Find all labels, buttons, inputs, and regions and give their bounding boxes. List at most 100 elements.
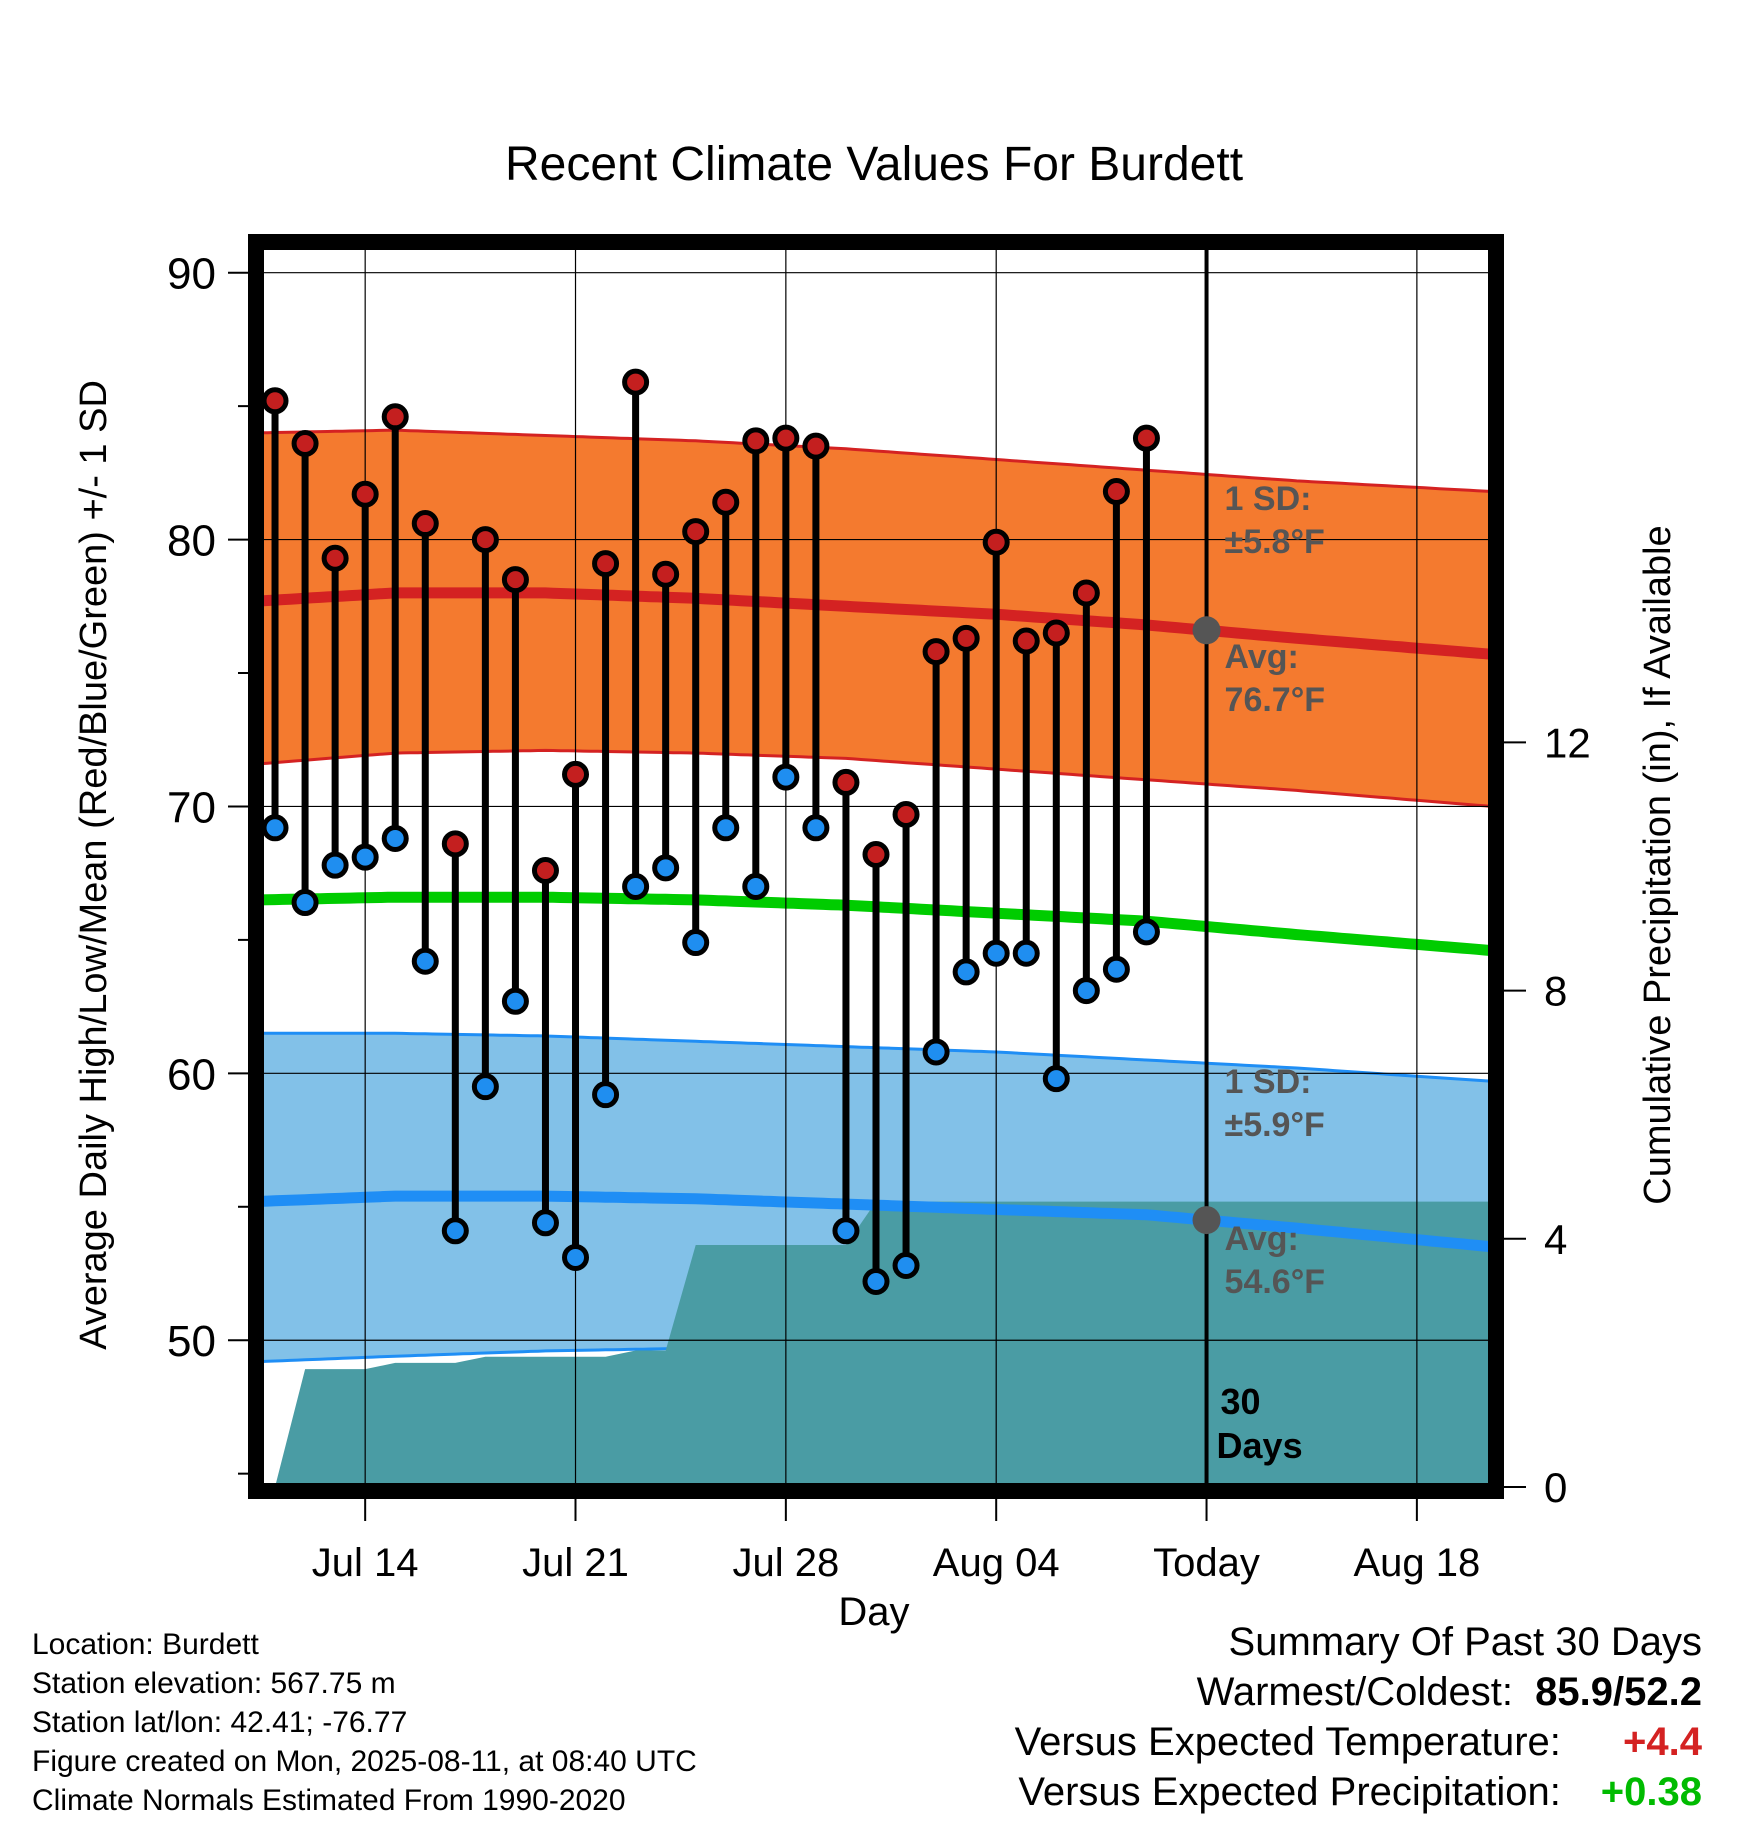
y-axis-label: Average Daily High/Low/Mean (Red/Blue/Gr… bbox=[73, 380, 115, 1350]
summary-warm-cold-value: 85.9/52.2 bbox=[1535, 1670, 1702, 1714]
daily-high-point bbox=[321, 544, 349, 572]
y-tick-label: 50 bbox=[167, 1317, 216, 1366]
daily-high-point bbox=[832, 768, 860, 796]
y-tick-label: 60 bbox=[167, 1050, 216, 1099]
x-axis-label: Day bbox=[838, 1590, 909, 1634]
today-high-avg-point bbox=[1192, 616, 1221, 645]
y-tick-label: 90 bbox=[167, 250, 216, 299]
daily-low-point bbox=[531, 1209, 559, 1237]
info-latlon: Station lat/lon: 42.41; -76.77 bbox=[32, 1706, 408, 1739]
daily-high-point bbox=[351, 480, 379, 508]
daily-low-point bbox=[952, 958, 980, 986]
daily-high-point bbox=[712, 488, 740, 516]
x-tick-label: Aug 18 bbox=[1353, 1541, 1480, 1585]
summary-temp-row: Versus Expected Temperature: +4.4 bbox=[1015, 1720, 1702, 1765]
info-created: Figure created on Mon, 2025-08-11, at 08… bbox=[32, 1745, 697, 1778]
y2-tick-label: 4 bbox=[1544, 1216, 1567, 1263]
daily-low-point bbox=[351, 843, 379, 871]
plot-frame bbox=[248, 234, 1504, 1499]
days-label-word: Days bbox=[1217, 1425, 1303, 1466]
daily-high-point bbox=[622, 368, 650, 396]
precip-area bbox=[275, 1201, 1492, 1487]
daily-low-point bbox=[862, 1268, 890, 1296]
plot-content bbox=[260, 246, 1492, 1487]
daily-low-point bbox=[562, 1243, 590, 1271]
daily-low-point bbox=[802, 814, 830, 842]
daily-high-point bbox=[892, 800, 920, 828]
summary-warm-cold: Warmest/Coldest: 85.9/52.2 bbox=[1197, 1670, 1702, 1715]
today-low-avg-point bbox=[1192, 1206, 1221, 1235]
daily-low-point bbox=[471, 1073, 499, 1101]
daily-low-point bbox=[1132, 918, 1160, 946]
daily-high-point bbox=[1102, 478, 1130, 506]
high-sd-lower-line bbox=[260, 748, 1492, 808]
days-label-count: 30 bbox=[1221, 1381, 1261, 1422]
y2-tick-label: 0 bbox=[1544, 1464, 1567, 1511]
x-tick-label: Today bbox=[1153, 1541, 1260, 1585]
daily-high-point bbox=[982, 528, 1010, 556]
daily-low-point bbox=[261, 814, 289, 842]
low-sd-value: ±5.9°F bbox=[1225, 1106, 1325, 1144]
daily-low-point bbox=[742, 873, 770, 901]
daily-high-point bbox=[592, 550, 620, 578]
summary-precip-value: +0.38 bbox=[1600, 1770, 1702, 1814]
daily-low-point bbox=[291, 889, 319, 917]
daily-low-point bbox=[712, 814, 740, 842]
plot-area: 1 SD: ±5.8°F Avg: 76.7°F 1 SD: ±5.9°F Avg: 54.6… bbox=[167, 234, 1591, 1585]
daily-high-point bbox=[922, 638, 950, 666]
daily-high-point bbox=[682, 518, 710, 546]
y2-tick-label: 8 bbox=[1544, 968, 1567, 1015]
daily-low-point bbox=[772, 763, 800, 791]
summary-title: Summary Of Past 30 Days bbox=[1228, 1620, 1702, 1664]
daily-high-point bbox=[261, 387, 289, 415]
daily-high-point bbox=[652, 560, 680, 588]
high-sd-band bbox=[260, 430, 1492, 807]
daily-high-point bbox=[562, 760, 590, 788]
daily-high-point bbox=[742, 427, 770, 455]
low-avg-value: 54.6°F bbox=[1225, 1263, 1326, 1301]
daily-high-point bbox=[802, 432, 830, 460]
daily-low-point bbox=[922, 1038, 950, 1066]
daily-low-point bbox=[832, 1217, 860, 1245]
info-elevation: Station elevation: 567.75 m bbox=[32, 1667, 396, 1700]
daily-high-point bbox=[1072, 579, 1100, 607]
high-sd-label: 1 SD: bbox=[1225, 480, 1312, 518]
summary-precip-row: Versus Expected Precipitation: +0.38 bbox=[1018, 1770, 1702, 1815]
daily-low-point bbox=[381, 824, 409, 852]
summary-precip-label: Versus Expected Precipitation: bbox=[1018, 1770, 1561, 1814]
y-tick-label: 70 bbox=[167, 783, 216, 832]
info-location: Location: Burdett bbox=[32, 1628, 259, 1661]
daily-high-point bbox=[1012, 627, 1040, 655]
daily-low-point bbox=[411, 947, 439, 975]
summary-temp-label: Versus Expected Temperature: bbox=[1014, 1720, 1561, 1764]
low-avg-label: Avg: bbox=[1225, 1220, 1299, 1258]
high-avg-label: Avg: bbox=[1225, 638, 1299, 676]
daily-low-point bbox=[1102, 955, 1130, 983]
daily-high-point bbox=[862, 840, 890, 868]
daily-high-point bbox=[381, 403, 409, 431]
y2-tick-label: 12 bbox=[1544, 719, 1591, 766]
y-tick-label: 80 bbox=[167, 517, 216, 566]
daily-high-point bbox=[952, 624, 980, 652]
daily-high-point bbox=[1042, 619, 1070, 647]
info-normals: Climate Normals Estimated From 1990-2020 bbox=[32, 1784, 626, 1817]
daily-low-point bbox=[321, 851, 349, 879]
daily-low-point bbox=[652, 854, 680, 882]
x-tick-label: Jul 14 bbox=[312, 1541, 419, 1585]
x-tick-label: Jul 21 bbox=[522, 1541, 629, 1585]
daily-high-point bbox=[471, 526, 499, 554]
daily-high-point bbox=[501, 566, 529, 594]
x-tick-label: Jul 28 bbox=[732, 1541, 839, 1585]
high-sd-upper-line bbox=[260, 428, 1492, 493]
daily-high-point bbox=[531, 857, 559, 885]
daily-high-point bbox=[1132, 424, 1160, 452]
daily-low-point bbox=[501, 987, 529, 1015]
daily-low-point bbox=[441, 1217, 469, 1245]
high-avg-line bbox=[260, 587, 1492, 660]
daily-high-point bbox=[291, 429, 319, 457]
daily-low-point bbox=[622, 873, 650, 901]
daily-high-point bbox=[441, 830, 469, 858]
low-sd-label: 1 SD: bbox=[1225, 1063, 1312, 1101]
x-tick-label: Aug 04 bbox=[933, 1541, 1060, 1585]
